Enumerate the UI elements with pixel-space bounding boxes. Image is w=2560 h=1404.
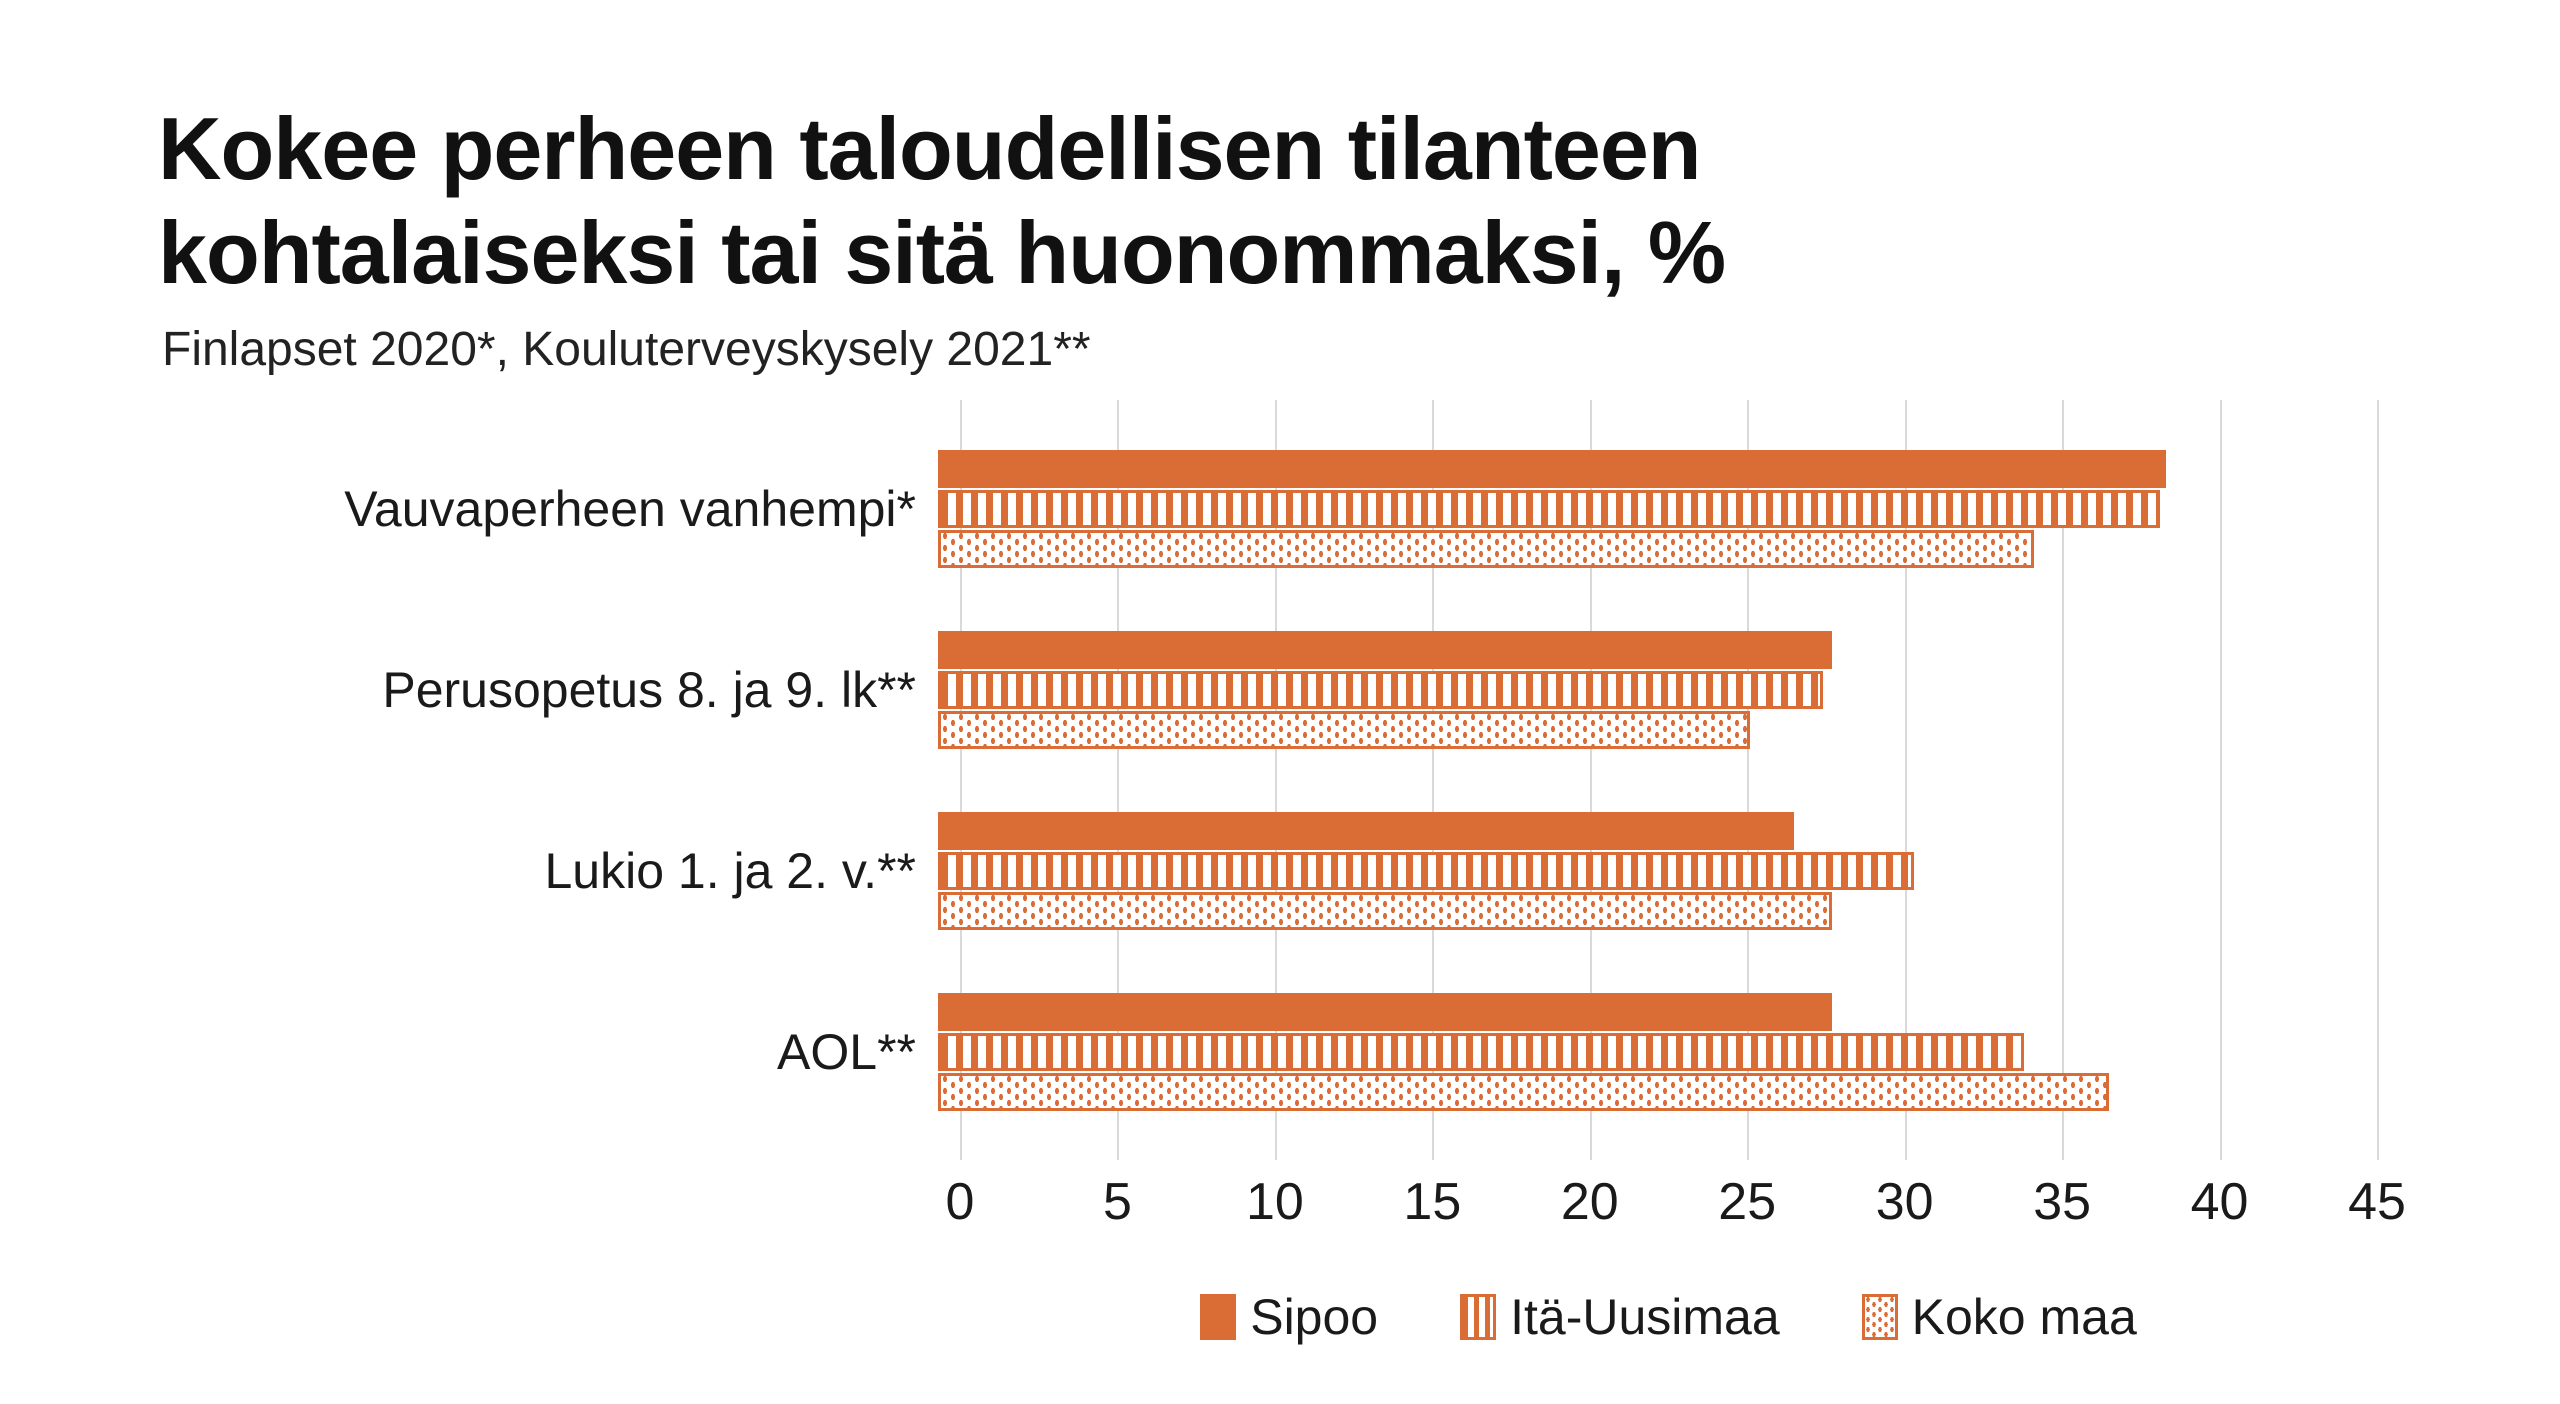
bar-koko-maa [938,891,1833,930]
category-label: Perusopetus 8. ja 9. lk** [382,661,916,718]
bar-stack [938,811,1915,930]
category-label: AOL** [777,1023,916,1080]
x-tick-label: 40 [2190,1173,2249,1231]
gridline [2219,400,2222,1160]
bar-sipoo [938,992,1833,1031]
gridline [960,400,962,1160]
gridline [1117,400,1120,1160]
x-tick-label: 25 [1718,1173,1777,1231]
legend-swatch-dots-icon [1861,1294,1898,1340]
gridline [1747,400,1750,1160]
x-axis: 0 5 10 15 20 25 30 35 40 45 [946,1172,2406,1236]
bar-group-lukio-1-ja-2-v: Lukio 1. ja 2. v.** [0,811,2377,930]
bar-sipoo [938,449,2167,488]
legend-label: Sipoo [1250,1289,1379,1345]
category-label: Vauvaperheen vanhempi* [344,480,916,537]
bar-sipoo [938,811,1795,850]
bar-sipoo [938,630,1833,669]
legend-swatch-solid-icon [1200,1294,1237,1340]
x-tick-label: 10 [1245,1173,1304,1231]
bar-stack [938,449,2167,568]
bar-it-uusimaa [938,670,1823,709]
legend-item-it-uusimaa: Itä-Uusimaa [1460,1288,1780,1346]
legend-item-sipoo: Sipoo [1200,1288,1378,1346]
bar-stack [938,992,2110,1111]
legend-swatch-vertical-stripes-icon [1460,1294,1497,1340]
chart-title: Kokee perheen taloudellisen tilanteen ko… [158,98,1726,302]
legend: Sipoo Itä-Uusimaa Koko maa [960,1288,2377,1346]
bar-it-uusimaa [938,1032,2025,1071]
legend-item-koko-maa: Koko maa [1861,1288,2137,1346]
gridline-layer [960,400,2379,1160]
bar-stack [938,630,1833,749]
bar-group-vauvaperheen-vanhempi: Vauvaperheen vanhempi* [0,449,2377,568]
x-tick-label: 30 [1875,1173,1934,1231]
chart-rows: Vauvaperheen vanhempi* Perusopetus 8. ja … [0,418,2377,1142]
bar-koko-maa [938,1072,2110,1111]
x-tick-label: 20 [1560,1173,1619,1231]
legend-label: Itä-Uusimaa [1510,1289,1780,1345]
x-tick-label: 45 [2348,1173,2406,1231]
chart-subtitle: Finlapset 2020*, Kouluterveyskysely 2021… [162,323,1091,376]
gridline [1904,400,1907,1160]
category-label: Lukio 1. ja 2. v.** [544,842,916,899]
bar-group-aol: AOL** [0,992,2377,1111]
bar-group-perusopetus-8-ja-9-lk: Perusopetus 8. ja 9. lk** [0,630,2377,749]
x-tick-label: 5 [1102,1173,1132,1231]
gridline [2062,400,2065,1160]
bar-koko-maa [938,529,2034,568]
bar-it-uusimaa [938,851,1915,890]
gridline [1274,400,1277,1160]
x-tick-label: 35 [2033,1173,2092,1231]
x-tick-label: 15 [1403,1173,1462,1231]
gridline [2377,400,2379,1160]
bar-koko-maa [938,710,1751,749]
gridline [1432,400,1435,1160]
legend-label: Koko maa [1911,1289,2137,1345]
gridline [1589,400,1592,1160]
x-tick-label: 0 [945,1173,975,1231]
bar-it-uusimaa [938,489,2160,528]
